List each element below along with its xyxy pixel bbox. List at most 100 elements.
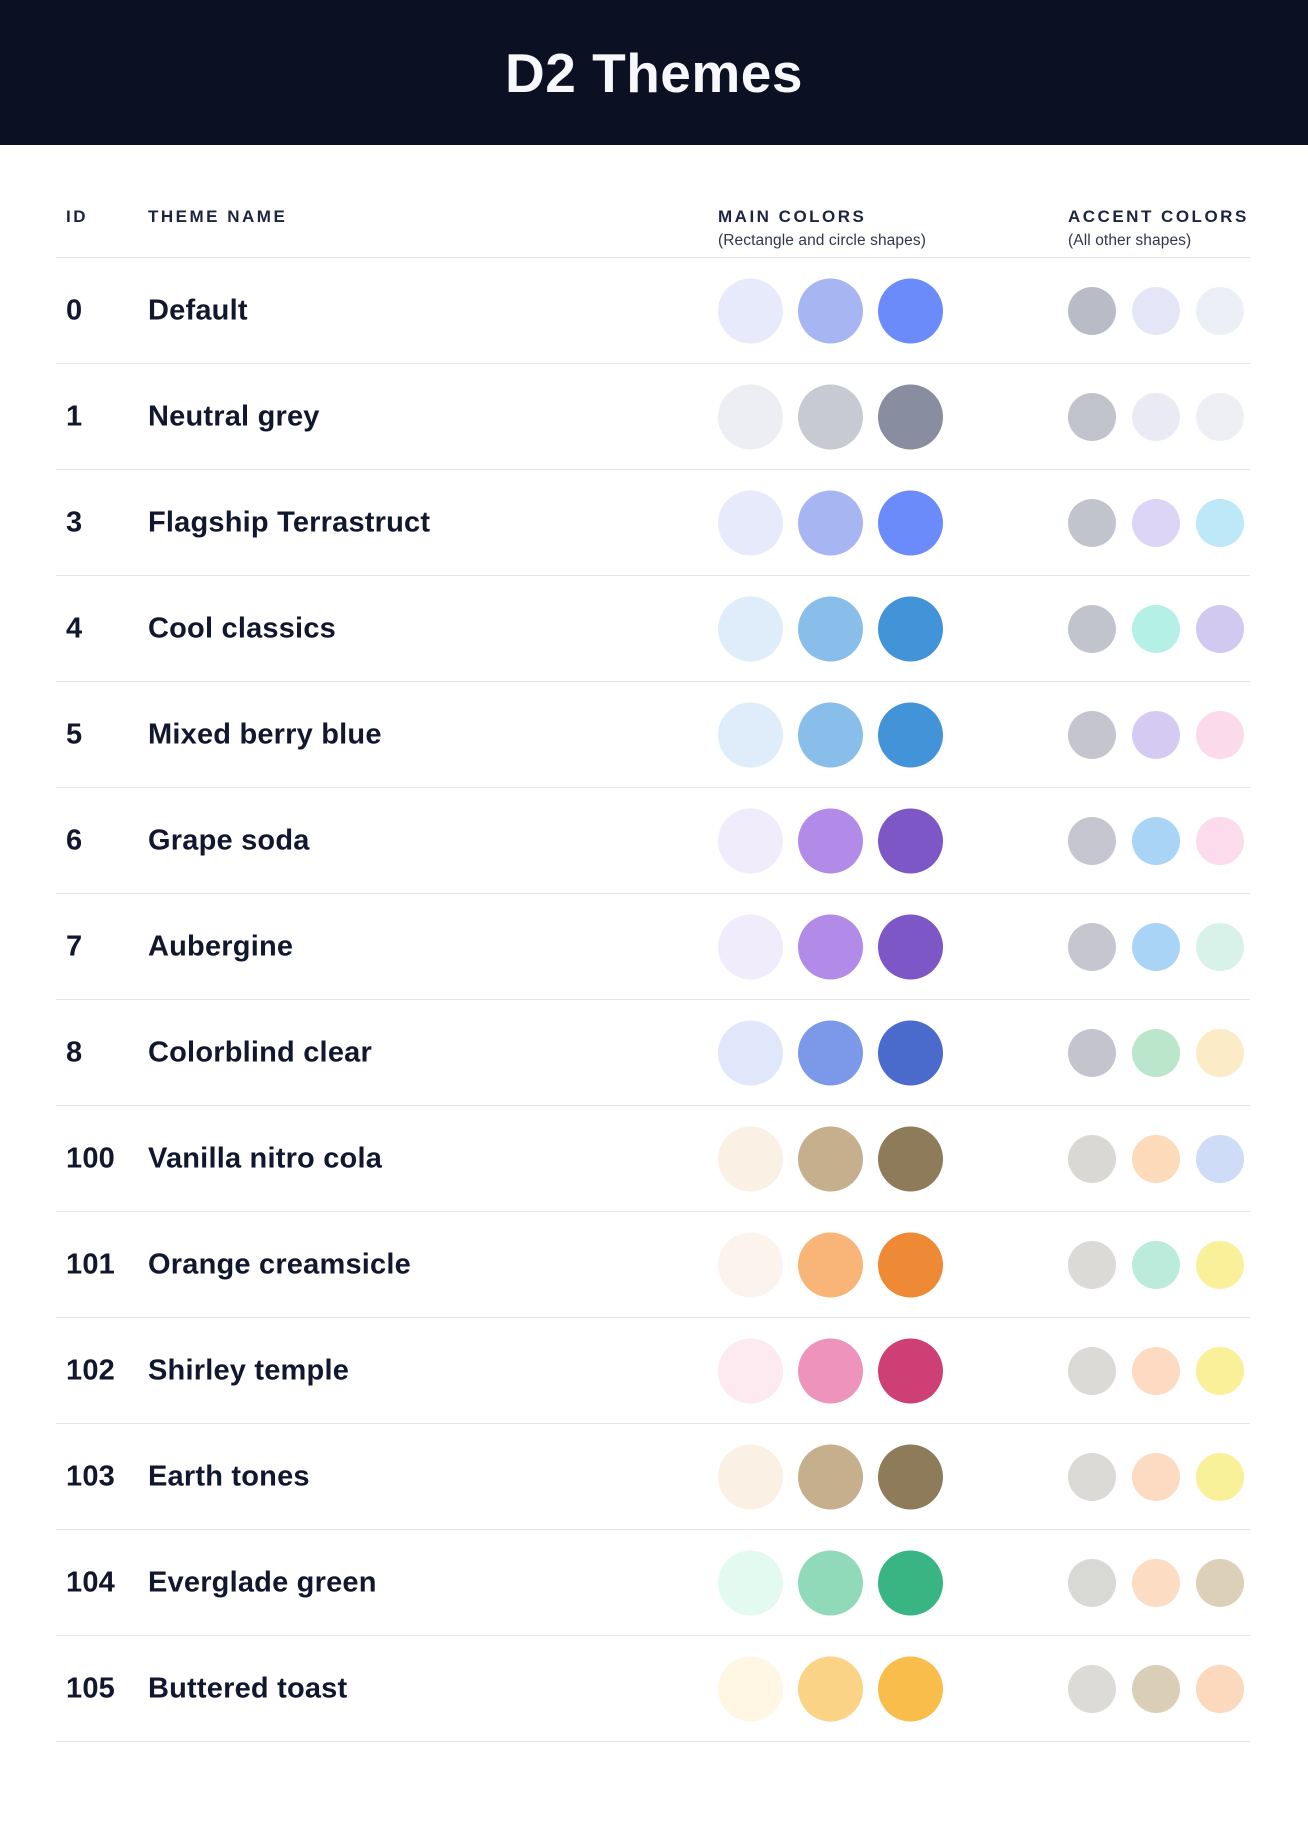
accent-color-swatch [1068,1028,1116,1077]
theme-row: 5 Mixed berry blue [56,682,1250,788]
main-colors-swatches [718,1020,943,1085]
theme-name: Earth tones [148,1460,310,1492]
accent-color-swatch [1068,922,1116,971]
accent-color-swatch [1196,1346,1244,1395]
column-header-accent-colors-label: ACCENT COLORS [1068,207,1249,226]
main-color-swatch [718,278,783,343]
accent-color-swatch [1068,1452,1116,1501]
main-color-swatch [878,1444,943,1509]
accent-color-swatch [1132,498,1180,547]
main-color-swatch [798,384,863,449]
accent-colors-swatches [1068,1028,1244,1077]
theme-row: 4 Cool classics [56,576,1250,682]
accent-color-swatch [1068,1558,1116,1607]
column-header-id: ID [66,205,88,252]
accent-color-swatch [1132,1664,1180,1713]
column-header-main-colors-sublabel: (Rectangle and circle shapes) [718,232,926,249]
column-header-theme-name-spacer [148,229,287,252]
page-header: D2 Themes [0,0,1308,145]
main-colors-swatches [718,808,943,873]
theme-id: 1 [66,400,83,432]
accent-color-swatch [1132,710,1180,759]
theme-name: Default [148,294,248,326]
column-header-accent-colors-sublabel: (All other shapes) [1068,232,1192,249]
main-color-swatch [878,1550,943,1615]
theme-id: 3 [66,506,83,538]
table-header-row: ID THEME NAME MAIN COLORS (Rectangle and… [56,145,1250,258]
main-color-swatch [798,1232,863,1297]
main-color-swatch [798,1126,863,1191]
main-color-swatch [878,596,943,661]
theme-name: Colorblind clear [148,1036,372,1068]
theme-row: 7 Aubergine [56,894,1250,1000]
main-colors-swatches [718,490,943,555]
theme-id: 4 [66,612,83,644]
accent-color-swatch [1196,1134,1244,1183]
main-color-swatch [798,914,863,979]
accent-color-swatch [1068,1134,1116,1183]
column-header-main-colors: MAIN COLORS (Rectangle and circle shapes… [718,205,926,252]
accent-color-swatch [1196,286,1244,335]
column-header-main-colors-label: MAIN COLORS [718,207,867,226]
main-colors-swatches [718,702,943,767]
theme-row: 6 Grape soda [56,788,1250,894]
accent-colors-swatches [1068,498,1244,547]
table-body: 0 Default 1 Neutral grey 3 Flagship Terrastru… [56,258,1250,1742]
theme-id: 101 [66,1248,115,1280]
theme-row: 102 Shirley temple [56,1318,1250,1424]
accent-colors-swatches [1068,922,1244,971]
accent-color-swatch [1068,286,1116,335]
main-color-swatch [798,702,863,767]
themes-table: ID THEME NAME MAIN COLORS (Rectangle and… [56,145,1250,1742]
accent-color-swatch [1196,1664,1244,1713]
accent-color-swatch [1132,1240,1180,1289]
accent-color-swatch [1196,1028,1244,1077]
column-header-id-label: ID [66,207,88,226]
main-color-swatch [798,278,863,343]
main-color-swatch [878,1126,943,1191]
main-colors-swatches [718,1656,943,1721]
main-color-swatch [878,490,943,555]
theme-id: 104 [66,1566,115,1598]
theme-row: 104 Everglade green [56,1530,1250,1636]
accent-colors-swatches [1068,1346,1244,1395]
accent-color-swatch [1068,1664,1116,1713]
accent-color-swatch [1132,922,1180,971]
main-color-swatch [718,702,783,767]
main-color-swatch [798,1338,863,1403]
main-colors-swatches [718,384,943,449]
accent-color-swatch [1132,286,1180,335]
main-color-swatch [798,808,863,873]
accent-color-swatch [1132,816,1180,865]
main-color-swatch [718,1550,783,1615]
main-color-swatch [878,1656,943,1721]
main-colors-swatches [718,278,943,343]
accent-color-swatch [1132,1134,1180,1183]
main-color-swatch [798,1656,863,1721]
theme-name: Grape soda [148,824,310,856]
main-colors-swatches [718,1550,943,1615]
main-color-swatch [798,490,863,555]
main-color-swatch [718,1338,783,1403]
theme-id: 7 [66,930,83,962]
accent-color-swatch [1196,1558,1244,1607]
main-color-swatch [798,1550,863,1615]
main-colors-swatches [718,1232,943,1297]
accent-colors-swatches [1068,1452,1244,1501]
main-color-swatch [798,596,863,661]
accent-color-swatch [1132,1346,1180,1395]
main-color-swatch [798,1444,863,1509]
theme-row: 1 Neutral grey [56,364,1250,470]
theme-id: 5 [66,718,83,750]
main-color-swatch [878,1338,943,1403]
main-colors-swatches [718,596,943,661]
column-header-theme-name-label: THEME NAME [148,207,288,226]
main-color-swatch [718,1444,783,1509]
main-color-swatch [798,1020,863,1085]
accent-color-swatch [1196,922,1244,971]
theme-row: 8 Colorblind clear [56,1000,1250,1106]
accent-color-swatch [1068,710,1116,759]
theme-name: Everglade green [148,1566,377,1598]
column-header-id-spacer [66,229,88,252]
